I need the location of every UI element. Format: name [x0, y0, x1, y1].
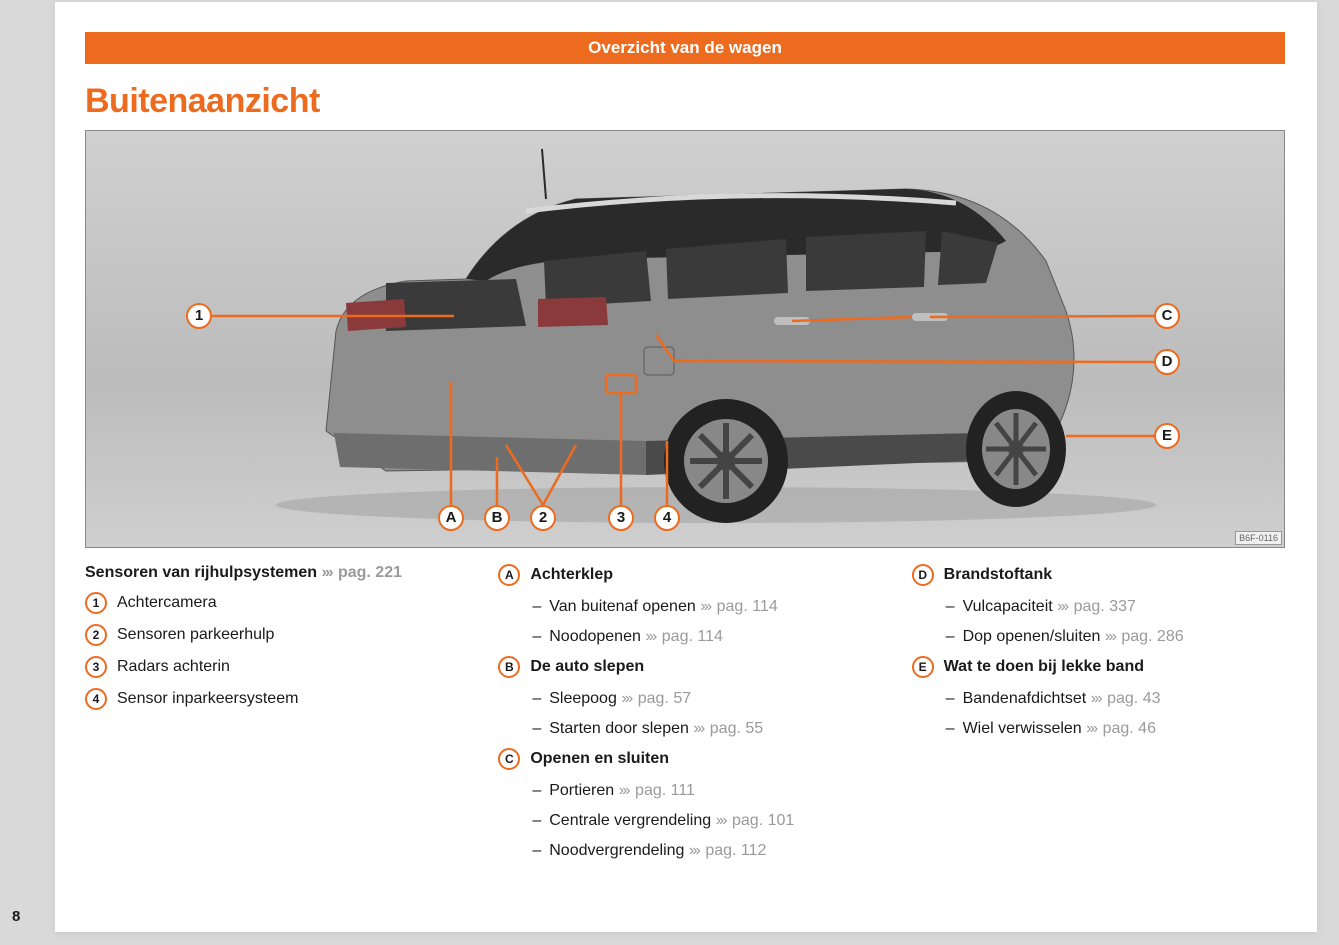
sub-text: Noodvergrendeling: [549, 840, 684, 862]
legend-columns: Sensoren van rijhulpsystemen ››› pag. 22…: [85, 564, 1285, 870]
list-item: B De auto slepen: [498, 656, 871, 678]
sub-item: –Centrale vergrendeling ››› pag. 101: [532, 810, 871, 832]
item-label: Wat te doen bij lekke band: [944, 656, 1285, 678]
item-label: Openen en sluiten: [530, 748, 871, 770]
page-ref: ››› pag. 43: [1086, 688, 1160, 710]
page-title: Buitenaanzicht: [85, 82, 320, 121]
item-label: Radars achterin: [117, 656, 458, 678]
sub-text: Van buitenaf openen: [549, 596, 696, 618]
sub-item: –Dop openen/sluiten ››› pag. 286: [946, 626, 1285, 648]
sub-item: –Wiel verwisselen ››› pag. 46: [946, 718, 1285, 740]
figure-box: 1 C D E A B 2 3 4 B6F-0116: [85, 130, 1285, 548]
arrows-icon: ›››: [693, 720, 703, 737]
list-item: E Wat te doen bij lekke band: [912, 656, 1285, 678]
arrows-icon: ›››: [1057, 598, 1067, 615]
arrows-icon: ›››: [1091, 690, 1101, 707]
marker-E: E: [912, 656, 934, 678]
item-label: De auto slepen: [530, 656, 871, 678]
page-ref: ››› pag. 221: [322, 564, 402, 581]
callout-E: E: [1154, 423, 1180, 449]
callout-4: 4: [654, 505, 680, 531]
callout-3: 3: [608, 505, 634, 531]
list-item: 2 Sensoren parkeerhulp: [85, 624, 458, 646]
sub-item: –Vulcapaciteit ››› pag. 337: [946, 596, 1285, 618]
section-header-bar: Overzicht van de wagen: [85, 32, 1285, 64]
marker-B: B: [498, 656, 520, 678]
figure-code: B6F-0116: [1235, 531, 1282, 545]
sub-text: Portieren: [549, 780, 614, 802]
legend-col-2: A Achterklep –Van buitenaf openen ››› pa…: [498, 564, 871, 870]
page-ref: ››› pag. 57: [617, 688, 691, 710]
page-ref: ››› pag. 112: [684, 840, 766, 862]
marker-D: D: [912, 564, 934, 586]
callout-1: 1: [186, 303, 212, 329]
page-ref: ››› pag. 286: [1100, 626, 1183, 648]
item-label: Achterklep: [530, 564, 871, 586]
callout-D: D: [1154, 349, 1180, 375]
arrows-icon: ›››: [322, 564, 332, 581]
page-number: 8: [12, 908, 20, 925]
arrows-icon: ›››: [1105, 628, 1115, 645]
sub-item: –Sleepoog ››› pag. 57: [532, 688, 871, 710]
legend-col-3: D Brandstoftank –Vulcapaciteit ››› pag. …: [912, 564, 1285, 870]
list-item: A Achterklep: [498, 564, 871, 586]
col1-heading-text: Sensoren van rijhulpsystemen: [85, 564, 317, 581]
sub-text: Centrale vergrendeling: [549, 810, 711, 832]
item-label: Brandstoftank: [944, 564, 1285, 586]
callout-2: 2: [530, 505, 556, 531]
page-ref: ››› pag. 114: [696, 596, 778, 618]
document-page: Overzicht van de wagen Buitenaanzicht: [55, 2, 1317, 932]
arrows-icon: ›››: [645, 628, 655, 645]
marker-2: 2: [85, 624, 107, 646]
page-ref: ››› pag. 337: [1053, 596, 1136, 618]
arrows-icon: ›››: [619, 782, 629, 799]
page-ref: ››› pag. 101: [711, 810, 794, 832]
page-ref: ››› pag. 114: [641, 626, 723, 648]
sub-item: –Portieren ››› pag. 111: [532, 780, 871, 802]
car-illustration: [86, 131, 1285, 548]
sub-item: –Bandenafdichtset ››› pag. 43: [946, 688, 1285, 710]
arrows-icon: ›››: [700, 598, 710, 615]
marker-C: C: [498, 748, 520, 770]
item-label: Sensoren parkeerhulp: [117, 624, 458, 646]
callout-B: B: [484, 505, 510, 531]
sub-item: –Noodvergrendeling ››› pag. 112: [532, 840, 871, 862]
arrows-icon: ›››: [1086, 720, 1096, 737]
callout-A: A: [438, 505, 464, 531]
list-item: 3 Radars achterin: [85, 656, 458, 678]
sub-item: –Starten door slepen ››› pag. 55: [532, 718, 871, 740]
legend-col-1: Sensoren van rijhulpsystemen ››› pag. 22…: [85, 564, 458, 870]
list-item: 4 Sensor inparkeersysteem: [85, 688, 458, 710]
page-ref: ››› pag. 55: [689, 718, 763, 740]
sub-text: Vulcapaciteit: [963, 596, 1053, 618]
item-label: Sensor inparkeersysteem: [117, 688, 458, 710]
marker-1: 1: [85, 592, 107, 614]
sub-item: –Noodopenen ››› pag. 114: [532, 626, 871, 648]
callout-C: C: [1154, 303, 1180, 329]
sub-text: Dop openen/sluiten: [963, 626, 1101, 648]
sub-text: Starten door slepen: [549, 718, 689, 740]
item-label: Achtercamera: [117, 592, 458, 614]
list-item: C Openen en sluiten: [498, 748, 871, 770]
marker-3: 3: [85, 656, 107, 678]
page-ref: ››› pag. 46: [1082, 718, 1156, 740]
section-header-text: Overzicht van de wagen: [588, 38, 782, 57]
marker-4: 4: [85, 688, 107, 710]
sub-text: Bandenafdichtset: [963, 688, 1087, 710]
sub-text: Noodopenen: [549, 626, 641, 648]
arrows-icon: ›››: [621, 690, 631, 707]
sub-text: Wiel verwisselen: [963, 718, 1082, 740]
arrows-icon: ›››: [716, 812, 726, 829]
list-item: 1 Achtercamera: [85, 592, 458, 614]
list-item: D Brandstoftank: [912, 564, 1285, 586]
page-ref: ››› pag. 111: [614, 780, 695, 802]
arrows-icon: ›››: [689, 842, 699, 859]
col1-heading: Sensoren van rijhulpsystemen ››› pag. 22…: [85, 564, 458, 582]
sub-text: Sleepoog: [549, 688, 617, 710]
sub-item: –Van buitenaf openen ››› pag. 114: [532, 596, 871, 618]
marker-A: A: [498, 564, 520, 586]
